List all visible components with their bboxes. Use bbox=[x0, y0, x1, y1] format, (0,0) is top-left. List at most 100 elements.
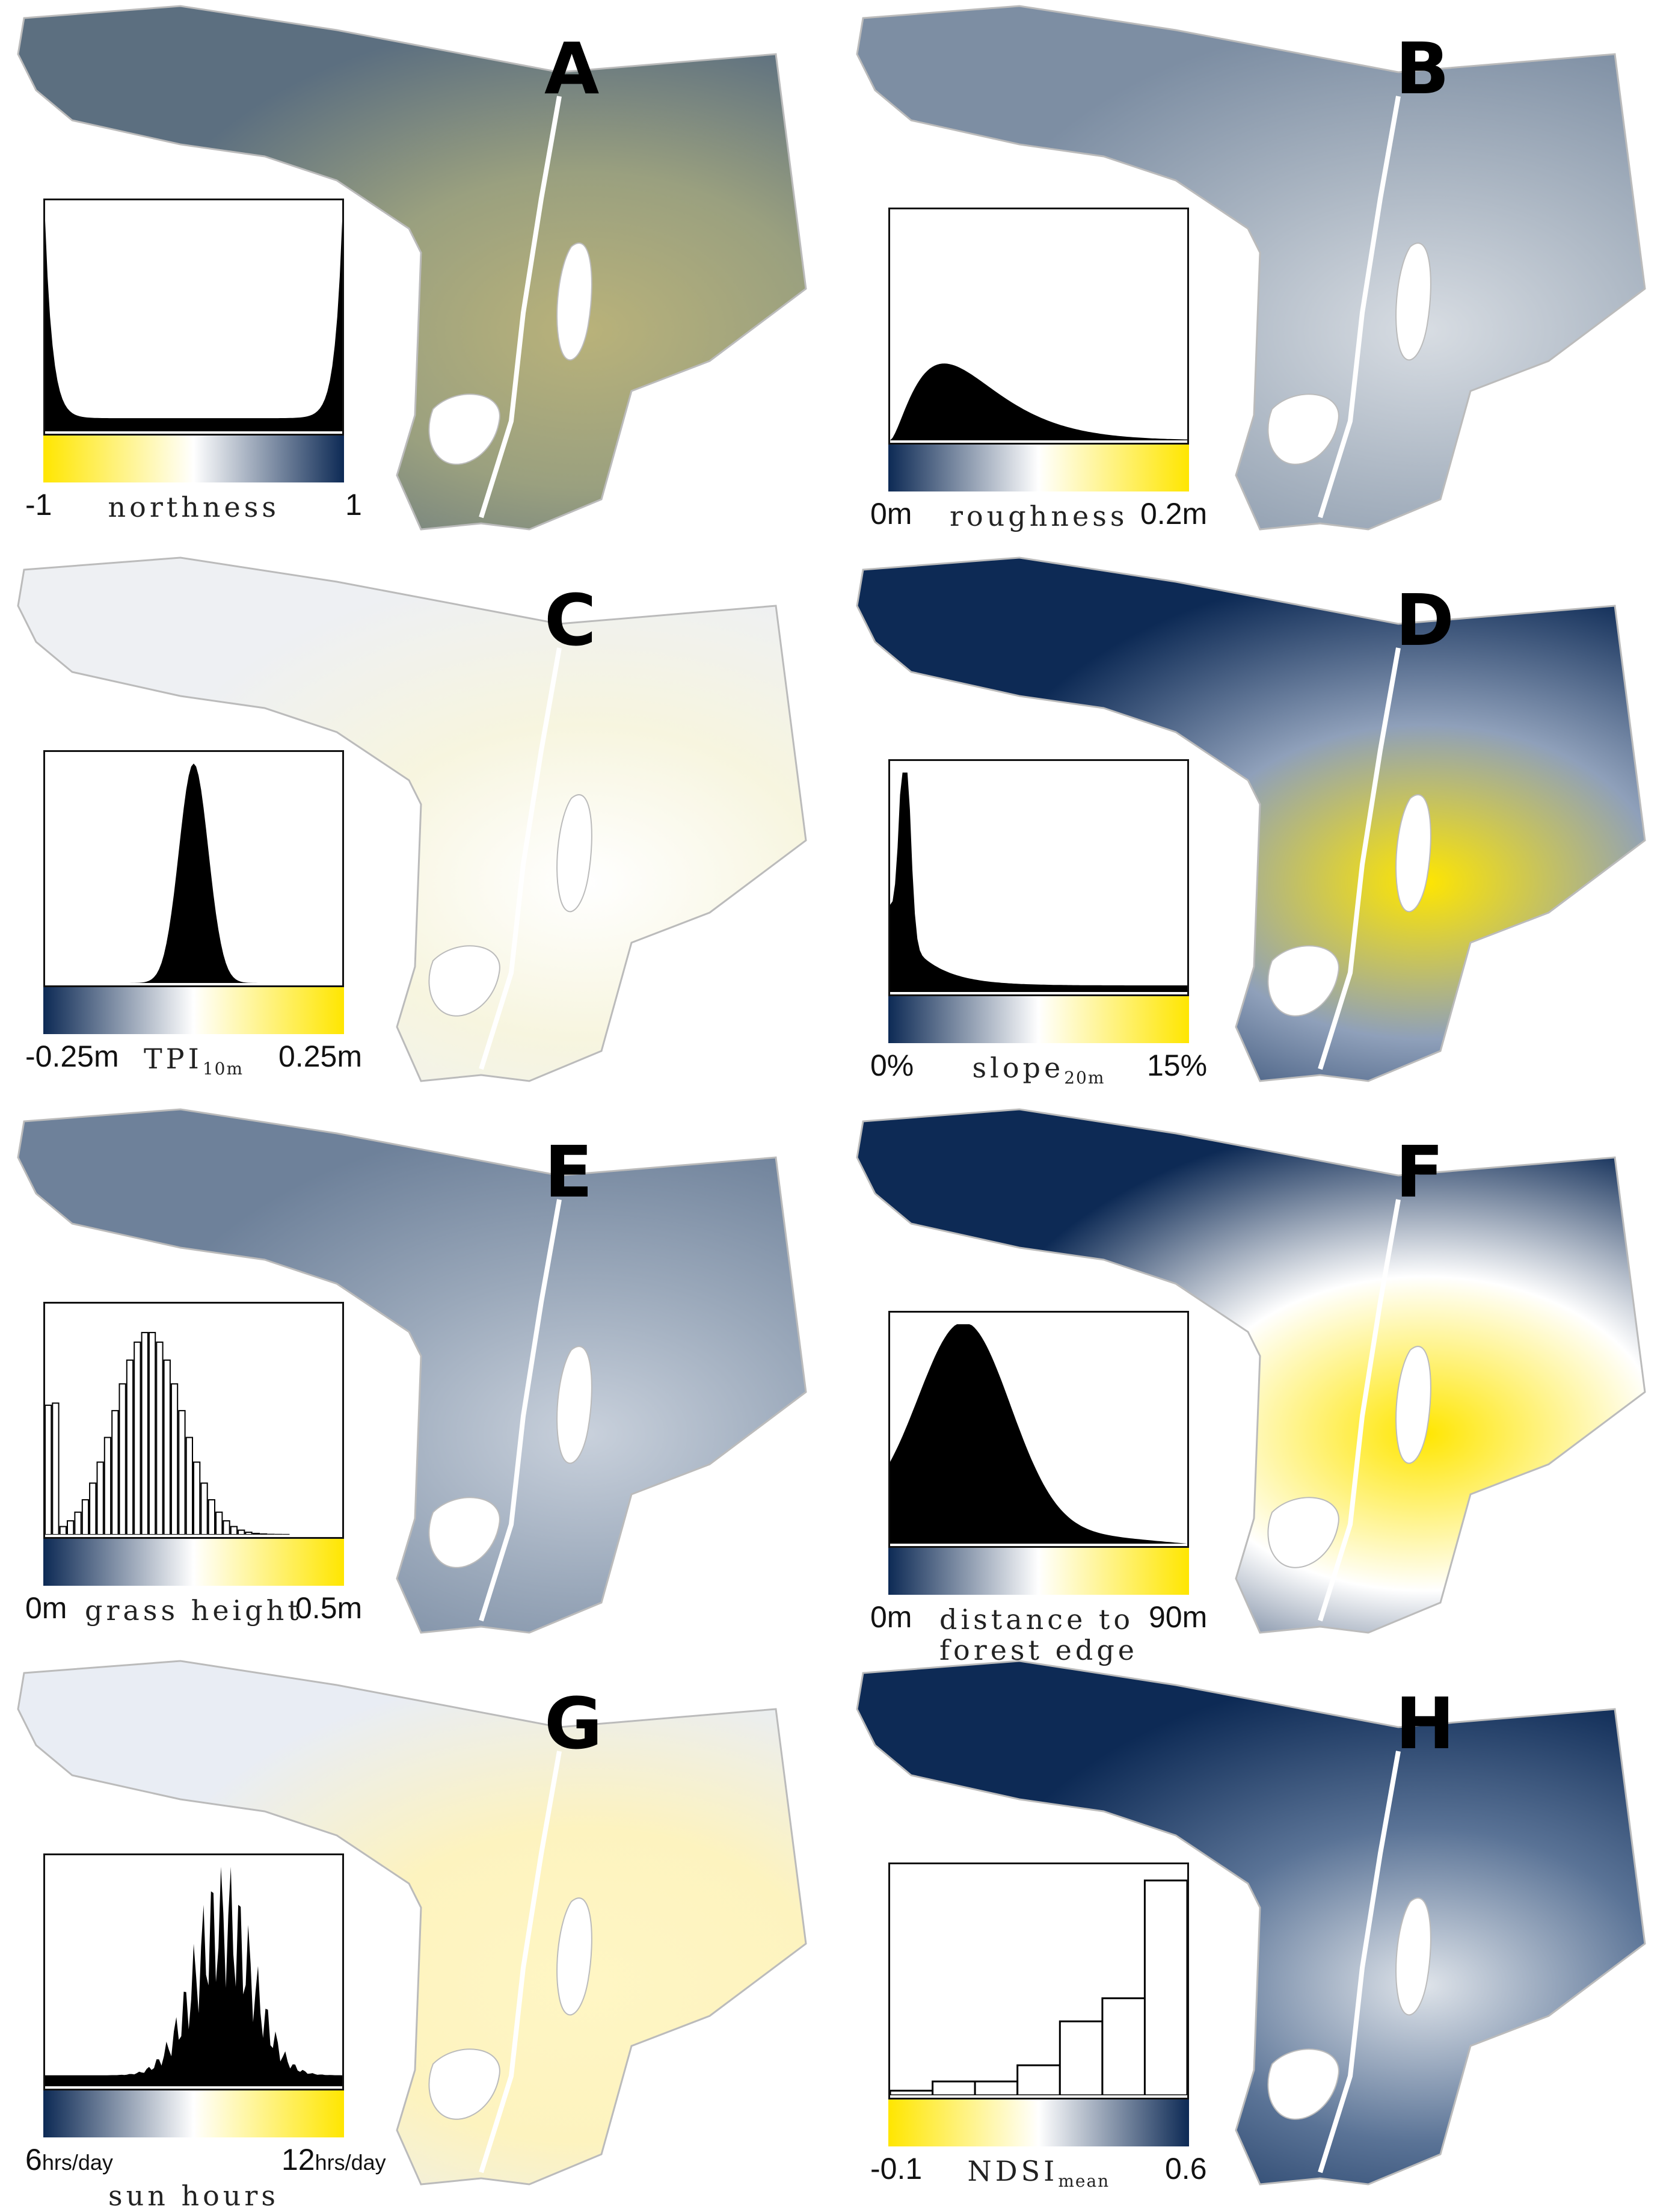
histogram-h bbox=[888, 1862, 1189, 2100]
colorbar-max-label: 12hrs/day bbox=[281, 2145, 386, 2175]
hist-bar bbox=[156, 1342, 162, 1535]
panel-letter: E bbox=[544, 1136, 593, 1207]
panel-letter: D bbox=[1395, 585, 1454, 656]
colorbar-max-label: 90m bbox=[1149, 1602, 1207, 1632]
variable-subscript: mean bbox=[1058, 2171, 1110, 2191]
variable-label: sun hours bbox=[108, 2181, 279, 2211]
hist-bar bbox=[216, 1512, 222, 1535]
colorbar-min-label: -0.25m bbox=[25, 1041, 119, 1071]
variable-label: northness bbox=[108, 492, 280, 523]
panel-c: C -0.25m 0.25m TPI10m bbox=[0, 552, 839, 1103]
variable-subscript: 10m bbox=[203, 1059, 244, 1079]
hist-bar bbox=[60, 1527, 66, 1535]
hist-shape bbox=[890, 772, 1187, 992]
hist-bar bbox=[134, 1342, 140, 1535]
colorbar-min-label: -1 bbox=[25, 490, 52, 520]
variable-label: TPI10m bbox=[144, 1044, 244, 1079]
hist-bar bbox=[97, 1462, 103, 1535]
panel-letter: A bbox=[544, 33, 599, 104]
hist-bar bbox=[209, 1500, 215, 1535]
hist-bar bbox=[238, 1530, 244, 1535]
colorbar-min-label: 0m bbox=[870, 1602, 912, 1632]
variable-label: slope20m bbox=[973, 1053, 1105, 1088]
panel-letter: H bbox=[1395, 1688, 1455, 1759]
hist-bar bbox=[52, 1403, 58, 1535]
colorbar-max-label: 0.25m bbox=[278, 1041, 362, 1071]
colorbar bbox=[43, 987, 344, 1034]
colorbar-min-label: 0m bbox=[25, 1593, 67, 1623]
hist-bar bbox=[933, 2081, 976, 2095]
hist-bar bbox=[245, 1532, 251, 1535]
colorbar-min-label: -0.1 bbox=[870, 2154, 922, 2184]
hist-bar bbox=[890, 2090, 933, 2095]
hist-bar bbox=[186, 1438, 192, 1535]
hist-bar bbox=[1145, 1881, 1187, 2095]
hist-bar bbox=[194, 1462, 200, 1535]
colorbar-max-label: 0.2m bbox=[1140, 499, 1207, 529]
hist-bar bbox=[253, 1533, 259, 1535]
hist-bar bbox=[90, 1483, 96, 1535]
hist-bar bbox=[142, 1332, 148, 1535]
hist-bar bbox=[1102, 1998, 1145, 2095]
hist-shape bbox=[45, 221, 342, 431]
colorbar bbox=[888, 2100, 1189, 2146]
hist-shape bbox=[45, 1867, 342, 2086]
hist-bar bbox=[67, 1521, 73, 1535]
hist-bar bbox=[171, 1384, 177, 1535]
histogram-f bbox=[888, 1311, 1189, 1548]
panel-letter: G bbox=[544, 1688, 603, 1759]
colorbar bbox=[43, 1539, 344, 1586]
panel-letter: F bbox=[1395, 1136, 1444, 1207]
hist-bar bbox=[82, 1500, 88, 1535]
panel-b: B 0m 0.2m roughness bbox=[839, 0, 1678, 552]
hist-bar bbox=[112, 1411, 118, 1535]
hist-shape bbox=[45, 763, 342, 983]
variable-subscript: 20m bbox=[1064, 1068, 1105, 1088]
variable-label: grass height bbox=[85, 1595, 303, 1626]
unit: hrs/day bbox=[315, 2150, 386, 2175]
colorbar bbox=[888, 1548, 1189, 1595]
hist-shape bbox=[890, 363, 1187, 440]
colorbar-max-label: 0.6 bbox=[1165, 2154, 1207, 2184]
hist-bar bbox=[127, 1360, 133, 1535]
histogram-d bbox=[888, 759, 1189, 996]
colorbar-max-label: 1 bbox=[345, 490, 362, 520]
unit: hrs/day bbox=[42, 2150, 113, 2175]
colorbar bbox=[43, 436, 344, 482]
hist-bar bbox=[260, 1534, 266, 1535]
hist-bar bbox=[164, 1360, 170, 1535]
hist-shape bbox=[890, 1324, 1187, 1544]
panel-letter: C bbox=[544, 585, 597, 656]
hist-bar bbox=[120, 1384, 126, 1535]
hist-bar bbox=[105, 1438, 111, 1535]
colorbar-min-label: 6hrs/day bbox=[25, 2145, 113, 2175]
hist-bar bbox=[149, 1332, 155, 1535]
panel-a: A -1 1 northness bbox=[0, 0, 839, 552]
hist-bar bbox=[1060, 2021, 1102, 2095]
hist-bar bbox=[1018, 2065, 1060, 2095]
panel-h: H -0.1 0.6 NDSImean bbox=[839, 1655, 1678, 2206]
histogram-c bbox=[43, 750, 344, 987]
panel-d: D 0% 15% slope20m bbox=[839, 552, 1678, 1103]
colorbar-min-label: 0m bbox=[870, 499, 912, 529]
hist-bar bbox=[75, 1512, 81, 1535]
colorbar bbox=[888, 445, 1189, 491]
histogram-e bbox=[43, 1302, 344, 1539]
variable-label: NDSImean bbox=[968, 2156, 1110, 2191]
hist-bar bbox=[45, 1405, 51, 1535]
hist-bar bbox=[231, 1527, 237, 1535]
colorbar-min-label: 0% bbox=[870, 1050, 914, 1080]
hist-bar bbox=[179, 1411, 185, 1535]
histogram-a bbox=[43, 199, 344, 436]
colorbar bbox=[43, 2090, 344, 2137]
colorbar bbox=[888, 996, 1189, 1043]
histogram-b bbox=[888, 208, 1189, 445]
variable-label: roughness bbox=[950, 501, 1128, 532]
panel-letter: B bbox=[1395, 33, 1449, 104]
histogram-g bbox=[43, 1853, 344, 2090]
colorbar-max-label: 15% bbox=[1147, 1050, 1207, 1080]
hist-bar bbox=[201, 1483, 207, 1535]
